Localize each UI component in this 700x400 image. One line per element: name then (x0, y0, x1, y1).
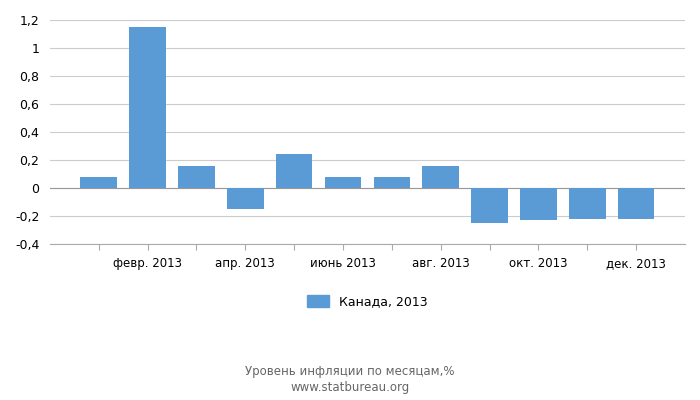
Bar (374, 177, 410, 188)
Text: Уровень инфляции по месяцам,%: Уровень инфляции по месяцам,% (245, 366, 455, 378)
Bar (178, 166, 215, 188)
Bar (325, 177, 361, 188)
Bar (569, 188, 606, 219)
Bar (471, 188, 508, 223)
Bar (227, 188, 264, 209)
Bar (422, 166, 459, 188)
Bar (130, 27, 166, 188)
Bar (520, 188, 556, 220)
Bar (618, 188, 654, 219)
Text: www.statbureau.org: www.statbureau.org (290, 382, 410, 394)
Legend: Канада, 2013: Канада, 2013 (307, 295, 428, 308)
Bar (80, 177, 117, 188)
Bar (276, 154, 312, 188)
